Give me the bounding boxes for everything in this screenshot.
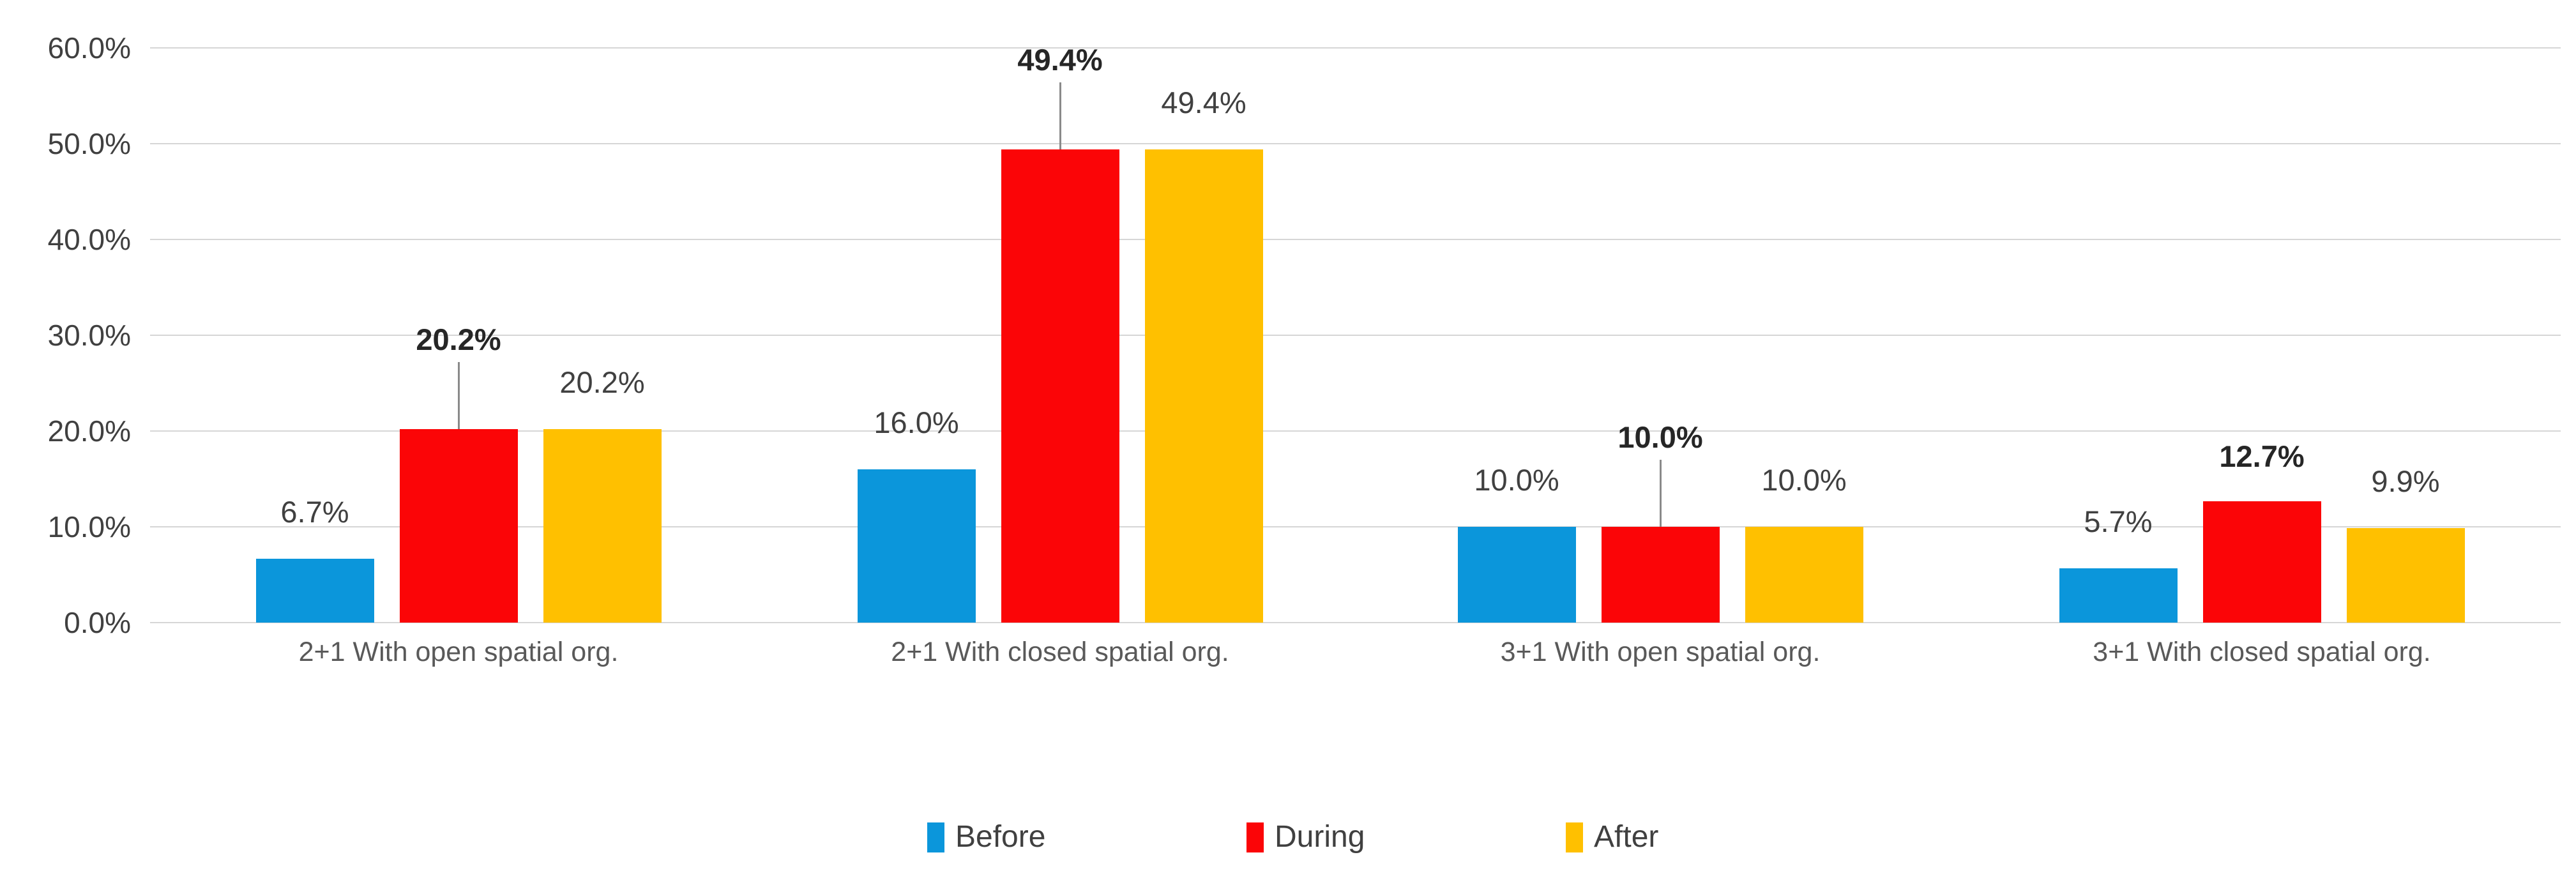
legend-swatch-during [1246,822,1264,852]
y-axis-tick-label: 30.0% [47,319,131,352]
bar-during-group4 [2202,501,2321,623]
legend-item-after: After [1566,819,1658,855]
y-axis-tick-label: 60.0% [47,31,131,64]
bar-during-group1 [399,429,518,623]
data-label: 16.0% [874,405,959,439]
bar-before-group4 [2059,568,2178,623]
category-label: 3+1 With closed spatial org. [2093,637,2431,667]
data-label-leader-line [1059,82,1061,149]
data-label: 10.0% [1761,463,1847,497]
y-axis-tick-label: 10.0% [47,510,131,543]
data-label: 10.0% [1618,420,1703,454]
category-label: 2+1 With closed spatial org. [891,637,1229,667]
data-label: 49.4% [1161,86,1246,119]
y-axis-tick-label: 40.0% [47,223,131,256]
gridline [150,335,2561,336]
data-label: 5.7% [2084,504,2153,538]
category-label: 2+1 With open spatial org. [298,637,619,667]
legend-item-before: Before [927,819,1045,855]
gridline [150,239,2561,240]
y-axis-tick-label: 50.0% [47,127,131,160]
y-axis-tick-label: 20.0% [47,414,131,448]
bar-before-group3 [1457,527,1576,623]
gridline [150,430,2561,432]
data-label-leader-line [458,362,460,429]
bar-during-group3 [1601,527,1720,623]
bar-after-group2 [1144,149,1263,623]
gridline [150,526,2561,527]
bar-after-group3 [1745,527,1863,623]
data-label: 10.0% [1474,463,1559,497]
bar-during-group2 [1001,149,1119,623]
legend-label: During [1275,820,1365,854]
data-label: 49.4% [1017,43,1103,77]
data-label: 9.9% [2371,464,2440,498]
y-axis-tick-label: 0.0% [64,606,131,639]
gridline [150,143,2561,144]
gridline [150,622,2561,623]
bar-after-group1 [543,429,662,623]
legend-swatch-before [927,822,944,852]
bar-before-group2 [857,469,976,623]
legend-label: After [1594,820,1659,854]
category-label: 3+1 With open spatial org. [1500,637,1821,667]
bar-after-group4 [2346,527,2465,623]
legend-label: Before [955,820,1046,854]
data-label: 20.2% [416,322,501,356]
data-label: 20.2% [559,365,645,399]
data-label: 12.7% [2219,439,2305,473]
data-label: 6.7% [280,494,349,529]
bar-before-group1 [255,558,374,623]
data-label-leader-line [1660,460,1662,527]
legend-swatch-after [1566,822,1583,852]
legend-item-during: During [1246,819,1365,855]
gridline [150,47,2561,49]
